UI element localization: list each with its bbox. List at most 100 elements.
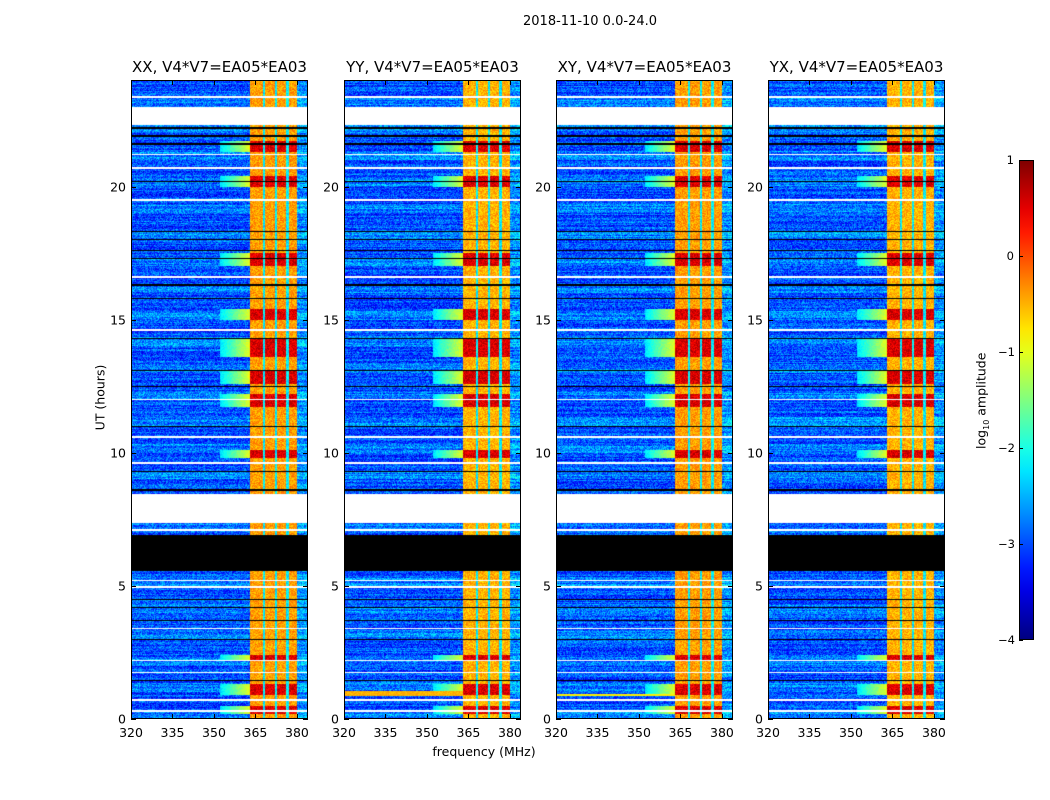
y-tick-label: 0 (755, 711, 763, 727)
x-tick (385, 714, 387, 719)
y-tick-label: 5 (755, 578, 763, 594)
y-tick-label: 10 (323, 445, 339, 461)
x-tick-label: 320 (119, 725, 143, 740)
x-tick (426, 80, 428, 85)
colorbar-tick-label: 1 (1006, 153, 1014, 167)
x-tick (892, 714, 894, 719)
x-axis-label: frequency (MHz) (432, 744, 536, 759)
y-tick (303, 186, 308, 188)
x-tick (255, 714, 257, 719)
y-tick-label: 20 (110, 179, 126, 194)
x-tick (509, 714, 511, 719)
y-tick (768, 585, 773, 587)
y-tick (344, 452, 349, 454)
y-tick (556, 452, 561, 454)
y-tick (768, 186, 773, 188)
x-tick (809, 80, 811, 85)
y-tick-label: 20 (323, 179, 339, 194)
x-tick-label: 320 (544, 725, 568, 740)
x-tick-label: 335 (373, 725, 398, 740)
x-tick (213, 714, 215, 719)
y-tick-label: 0 (543, 711, 551, 727)
x-tick-label: 320 (332, 725, 356, 740)
y-tick (728, 186, 733, 188)
y-tick-label: 5 (543, 578, 551, 594)
x-tick (933, 714, 935, 719)
y-tick (940, 719, 945, 720)
colorbar-label: log10 amplitude (973, 352, 991, 449)
colorbar (1019, 160, 1034, 640)
x-tick-label: 365 (880, 725, 905, 740)
y-tick-label: 10 (747, 445, 763, 461)
x-tick (721, 714, 723, 719)
colorbar-tick-label: −4 (998, 633, 1015, 647)
x-tick (426, 714, 428, 719)
y-tick (728, 719, 733, 720)
y-tick (940, 585, 945, 587)
colorbar-tick (1019, 256, 1023, 257)
x-tick-label: 350 (627, 725, 651, 740)
x-tick (131, 714, 132, 719)
y-axis-label: UT (hours) (92, 364, 108, 431)
x-tick (933, 80, 935, 85)
y-tick-label: 15 (110, 312, 126, 328)
x-tick (892, 80, 894, 85)
y-tick (131, 452, 136, 454)
heatmap-xy (556, 80, 733, 719)
x-tick (768, 714, 769, 719)
x-tick (131, 80, 132, 85)
x-tick (638, 714, 640, 719)
y-tick (516, 186, 521, 188)
y-tick (556, 719, 561, 720)
x-tick (213, 80, 215, 85)
y-tick (131, 186, 136, 188)
colorbar-tick-label: 0 (1006, 249, 1014, 263)
y-tick (131, 585, 136, 587)
x-tick-label: 335 (797, 725, 822, 740)
x-tick (850, 714, 852, 719)
x-tick (556, 80, 557, 85)
y-tick-label: 0 (118, 711, 126, 727)
panel-xy: XY, V4*V7=EA05*EA03 320 335 350 365 380 0 5 10 1… (535, 58, 734, 740)
y-tick (728, 585, 733, 587)
x-tick-label: 365 (243, 725, 268, 740)
y-tick (728, 452, 733, 454)
panel-title: YY, V4*V7=EA05*EA03 (346, 58, 519, 76)
y-tick (303, 585, 308, 587)
y-tick-label: 15 (323, 312, 339, 328)
y-tick-label: 5 (331, 578, 339, 594)
y-tick (303, 719, 308, 720)
y-tick (516, 452, 521, 454)
x-tick-label: 380 (498, 725, 522, 740)
x-tick (556, 714, 557, 719)
y-tick (940, 452, 945, 454)
y-tick-label: 10 (110, 445, 126, 461)
y-tick (516, 585, 521, 587)
y-tick (344, 585, 349, 587)
x-tick (296, 80, 298, 85)
y-tick-label: 5 (118, 578, 126, 594)
x-tick (809, 714, 811, 719)
x-tick-label: 320 (756, 725, 780, 740)
colorbar-tick (1019, 352, 1023, 353)
y-tick (344, 319, 349, 321)
y-tick (940, 319, 945, 321)
colorbar-tick (1019, 160, 1023, 161)
x-tick (680, 714, 682, 719)
y-tick-label: 0 (331, 711, 339, 727)
panel-title: YX, V4*V7=EA05*EA03 (769, 58, 944, 76)
y-tick (556, 319, 561, 321)
y-tick (516, 719, 521, 720)
y-tick-label: 20 (535, 179, 551, 194)
x-tick-label: 350 (202, 725, 226, 740)
x-tick (172, 714, 174, 719)
y-tick (516, 319, 521, 321)
panel-title: XX, V4*V7=EA05*EA03 (132, 58, 307, 76)
y-tick (556, 585, 561, 587)
y-tick (728, 319, 733, 321)
figure-title: 2018-11-10 0.0-24.0 (523, 14, 657, 29)
panel-yy: YY, V4*V7=EA05*EA03 320 335 350 365 380 0 5 10 1… (323, 58, 522, 740)
y-tick (768, 719, 773, 720)
x-tick (680, 80, 682, 85)
